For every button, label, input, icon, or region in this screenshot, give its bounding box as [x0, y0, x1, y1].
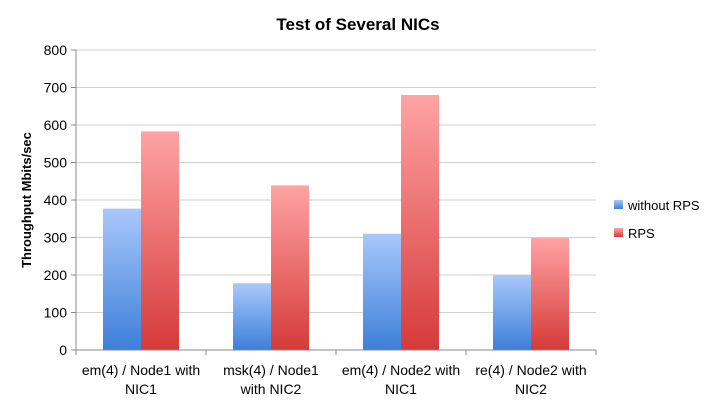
- x-category-label: re(4) / Node2 with NIC2: [475, 362, 586, 397]
- y-tick-label: 700: [44, 80, 68, 96]
- bar-rps-3: [531, 237, 569, 350]
- bars: [103, 95, 569, 350]
- x-category-label-line: re(4) / Node2 with: [475, 362, 586, 378]
- chart-title: Test of Several NICs: [276, 15, 439, 34]
- bar-without-rps-2: [363, 233, 401, 350]
- bar-rps-0: [141, 131, 179, 350]
- x-category-label-line: with NIC2: [240, 381, 302, 397]
- y-tick-label: 400: [44, 192, 68, 208]
- x-category-label-line: em(4) / Node1 with: [82, 362, 200, 378]
- x-category-label: em(4) / Node2 with NIC1: [342, 362, 460, 397]
- legend-swatch-0: [614, 200, 623, 209]
- bar-rps-1: [271, 185, 309, 350]
- legend-label: without RPS: [627, 198, 700, 213]
- x-category-label-line: NIC1: [385, 381, 417, 397]
- x-category-label: em(4) / Node1 with NIC1: [82, 362, 200, 397]
- x-category-label-line: NIC1: [125, 381, 157, 397]
- x-category-label: msk(4) / Node1 with NIC2: [223, 362, 319, 397]
- y-tick-label: 200: [44, 267, 68, 283]
- y-tick-label: 600: [44, 117, 68, 133]
- y-tick-label: 0: [59, 342, 67, 358]
- bar-rps-2: [401, 95, 439, 350]
- x-axis: [75, 50, 597, 355]
- bar-without-rps-3: [493, 275, 531, 350]
- x-category-label-line: NIC2: [515, 381, 547, 397]
- x-axis-categories: em(4) / Node1 with NIC1 msk(4) / Node1 with…: [82, 362, 587, 397]
- x-category-label-line: msk(4) / Node1: [223, 362, 319, 378]
- legend: without RPS RPS: [614, 198, 700, 241]
- y-tick-label: 300: [44, 230, 68, 246]
- y-tick-label: 100: [44, 305, 68, 321]
- bar-without-rps-0: [103, 208, 141, 350]
- x-category-label-line: em(4) / Node2 with: [342, 362, 460, 378]
- y-tick-label: 500: [44, 155, 68, 171]
- bar-without-rps-1: [233, 283, 271, 350]
- y-axis-ticks: 0 100 200 300 400 500 600 700 800: [44, 42, 76, 358]
- legend-label: RPS: [628, 226, 655, 241]
- y-axis-label: Throughput Mbits/sec: [19, 132, 34, 268]
- legend-swatch-1: [614, 228, 623, 237]
- y-tick-label: 800: [44, 42, 68, 58]
